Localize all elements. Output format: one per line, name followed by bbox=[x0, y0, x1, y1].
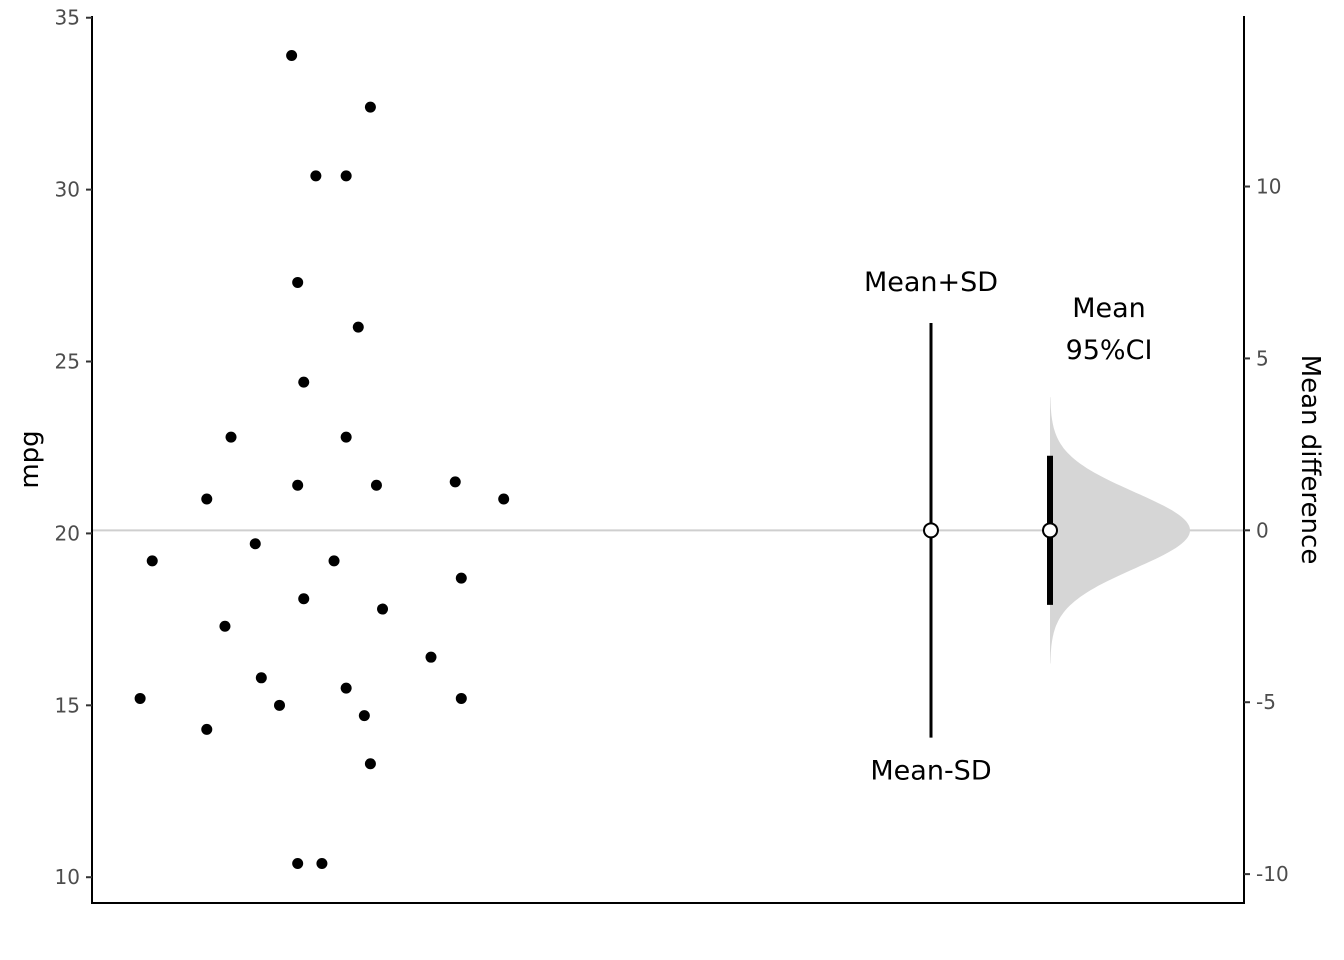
data-point bbox=[377, 603, 389, 615]
data-point bbox=[292, 479, 304, 491]
data-point bbox=[364, 101, 376, 113]
left-y-axis: 10 15 20 25 30 35 bbox=[55, 6, 93, 903]
data-point bbox=[219, 620, 231, 632]
y-axis-title: mpg bbox=[15, 430, 45, 488]
data-point bbox=[340, 682, 352, 694]
data-point bbox=[340, 431, 352, 443]
data-point bbox=[274, 699, 285, 711]
data-point bbox=[455, 692, 467, 704]
data-point bbox=[134, 692, 146, 704]
right-y-tick-label: 0 bbox=[1256, 518, 1269, 542]
data-point bbox=[255, 672, 267, 684]
data-point bbox=[498, 493, 510, 505]
mean-ci-marker: Mean 95%CI bbox=[1042, 293, 1190, 664]
right-y-axis-title: Mean difference bbox=[1295, 355, 1325, 565]
data-point bbox=[328, 555, 340, 567]
data-point bbox=[455, 572, 467, 584]
mean-label: Mean bbox=[1072, 293, 1146, 324]
y-tick-label: 25 bbox=[55, 350, 80, 374]
data-point bbox=[298, 593, 310, 605]
mean-point bbox=[923, 522, 939, 539]
data-point bbox=[201, 723, 213, 735]
data-point bbox=[316, 857, 328, 869]
data-point bbox=[298, 376, 310, 388]
data-point bbox=[340, 170, 352, 182]
data-point bbox=[201, 493, 213, 505]
data-point bbox=[286, 50, 298, 62]
data-point bbox=[449, 476, 461, 488]
data-point bbox=[146, 555, 158, 567]
right-y-tick-label: -5 bbox=[1256, 690, 1276, 714]
ci95-label: 95%CI bbox=[1066, 335, 1153, 366]
y-tick-label: 20 bbox=[55, 521, 80, 545]
data-point bbox=[352, 321, 364, 333]
right-y-tick-label: 5 bbox=[1256, 346, 1269, 370]
data-point bbox=[292, 857, 304, 869]
y-tick-label: 35 bbox=[55, 6, 80, 30]
data-points bbox=[134, 50, 510, 869]
data-point bbox=[425, 651, 437, 663]
data-point bbox=[249, 538, 261, 550]
bootstrap-density bbox=[1050, 397, 1190, 664]
data-point bbox=[370, 479, 382, 491]
mean-difference-point bbox=[1042, 522, 1058, 539]
mean-plus-sd-label: Mean+SD bbox=[864, 267, 998, 298]
data-point bbox=[225, 431, 237, 443]
right-y-tick-label: 10 bbox=[1256, 175, 1281, 199]
right-y-axis: -10 -5 0 5 10 bbox=[1243, 16, 1289, 903]
mean-minus-sd-label: Mean-SD bbox=[870, 756, 991, 787]
data-point bbox=[292, 276, 304, 288]
y-tick-label: 30 bbox=[55, 178, 80, 202]
right-y-tick-label: -10 bbox=[1256, 862, 1289, 886]
data-point bbox=[364, 758, 376, 770]
data-point bbox=[310, 170, 322, 182]
y-tick-label: 15 bbox=[55, 693, 80, 717]
y-tick-label: 10 bbox=[55, 865, 80, 889]
data-point bbox=[358, 710, 370, 722]
mean-sd-marker: Mean+SD Mean-SD bbox=[864, 267, 998, 787]
